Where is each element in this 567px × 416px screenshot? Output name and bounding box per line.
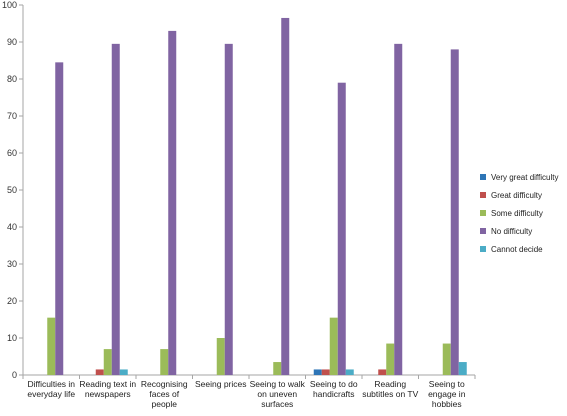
bar xyxy=(273,362,282,375)
legend-item: Great difficulty xyxy=(480,186,566,204)
x-tick-label: hobbies xyxy=(432,399,462,409)
x-tick-label: Reading text in xyxy=(79,379,136,389)
bar xyxy=(111,43,120,375)
bar xyxy=(313,369,322,375)
y-tick-label: 80 xyxy=(7,74,17,84)
legend-label: No difficulty xyxy=(491,226,533,236)
bar xyxy=(119,369,128,375)
bar xyxy=(281,17,290,375)
y-tick-label: 0 xyxy=(12,370,17,380)
bar xyxy=(337,82,346,375)
bar xyxy=(224,43,233,375)
bar xyxy=(345,369,354,375)
y-tick-label: 40 xyxy=(7,222,17,232)
x-tick-label: Seeing to do xyxy=(310,379,358,389)
y-tick-label: 50 xyxy=(7,185,17,195)
legend-item: No difficulty xyxy=(480,222,566,240)
y-tick-label: 100 xyxy=(2,0,17,10)
legend-swatch xyxy=(480,174,486,180)
bar xyxy=(458,362,467,375)
legend-label: Great difficulty xyxy=(491,190,542,200)
y-tick-label: 10 xyxy=(7,333,17,343)
x-tick-label: Seeing to walk xyxy=(250,379,306,389)
bar xyxy=(329,317,338,375)
bar xyxy=(442,343,451,375)
x-tick-label: faces of xyxy=(149,389,179,399)
bar xyxy=(394,43,403,375)
x-tick-label: Seeing prices xyxy=(195,379,247,389)
x-tick-label: Difficulties in xyxy=(27,379,75,389)
x-tick-label: Seeing to xyxy=(429,379,465,389)
x-tick-label: surfaces xyxy=(261,399,293,409)
bar xyxy=(216,338,225,375)
y-tick-label: 30 xyxy=(7,259,17,269)
y-tick-label: 20 xyxy=(7,296,17,306)
legend-item: Cannot decide xyxy=(480,240,566,258)
legend-label: Cannot decide xyxy=(491,244,543,254)
x-tick-label: Recognising xyxy=(141,379,188,389)
legend-swatch xyxy=(480,210,486,216)
bar xyxy=(386,343,395,375)
legend-label: Very great difficulty xyxy=(491,172,559,182)
chart-legend: Very great difficulty Great difficulty Som… xyxy=(480,168,566,258)
x-tick-label: engage in xyxy=(428,389,466,399)
y-tick-label: 90 xyxy=(7,37,17,47)
y-tick-label: 60 xyxy=(7,148,17,158)
legend-item: Some difficulty xyxy=(480,204,566,222)
bar xyxy=(450,49,459,376)
legend-swatch xyxy=(480,228,486,234)
legend-swatch xyxy=(480,246,486,252)
legend-swatch xyxy=(480,192,486,198)
bar xyxy=(378,369,387,375)
bar xyxy=(47,317,56,375)
bar xyxy=(103,349,112,375)
y-tick-label: 70 xyxy=(7,111,17,121)
bar xyxy=(160,349,169,375)
legend-label: Some difficulty xyxy=(491,208,543,218)
x-tick-label: people xyxy=(151,399,177,409)
x-tick-label: everyday life xyxy=(27,389,75,399)
bar xyxy=(168,30,177,376)
x-tick-label: newspapers xyxy=(85,389,131,399)
legend-item: Very great difficulty xyxy=(480,168,566,186)
x-tick-label: subtitles on TV xyxy=(362,389,418,399)
bar xyxy=(55,62,64,375)
x-tick-label: on uneven xyxy=(257,389,297,399)
x-tick-label: handicrafts xyxy=(313,389,355,399)
bar xyxy=(95,369,104,375)
bar xyxy=(321,369,330,375)
x-tick-label: Reading xyxy=(374,379,406,389)
